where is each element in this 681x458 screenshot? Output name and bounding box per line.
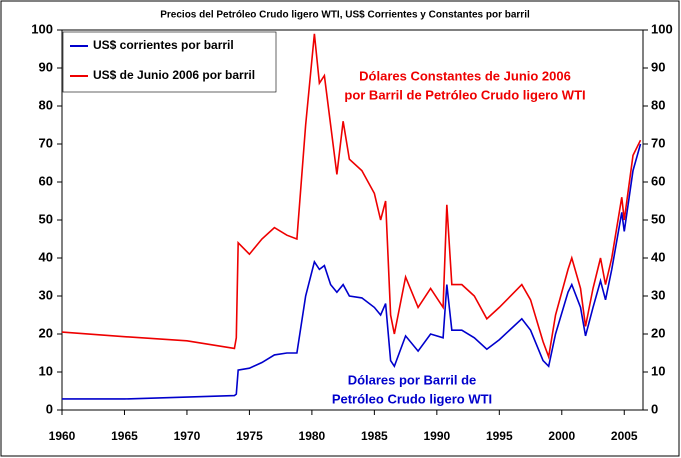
y-tick-label: 80 <box>39 97 53 112</box>
y-tick-label: 30 <box>39 287 53 302</box>
annotation: Petróleo Crudo ligero WTI <box>332 391 492 406</box>
annotation: Dólares Constantes de Junio 2006 <box>359 68 571 83</box>
y2-tick-label: 60 <box>651 173 665 188</box>
annotation: Dólares por Barril de <box>348 372 477 387</box>
chart-title: Precios del Petróleo Crudo ligero WTI, U… <box>160 10 530 21</box>
y2-tick-label: 30 <box>651 287 665 302</box>
legend-box <box>62 31 277 93</box>
x-tick-label: 1990 <box>423 429 450 443</box>
y-tick-label: 60 <box>39 173 53 188</box>
plot-frame <box>61 29 644 411</box>
y2-tick-label: 80 <box>651 97 665 112</box>
y2-tick-label: 0 <box>651 401 658 416</box>
x-tick-label: 1965 <box>111 429 138 443</box>
y-tick-label: 100 <box>31 21 53 36</box>
y2-tick-label: 70 <box>651 135 665 150</box>
legend-label: US$ de Junio 2006 por barril <box>93 68 255 82</box>
series-line <box>61 33 642 360</box>
x-tick-label: 1995 <box>486 429 513 443</box>
y2-tick-label: 90 <box>651 59 665 74</box>
series-line <box>62 143 642 400</box>
x-tick-label: 1980 <box>299 429 326 443</box>
y-tick-label: 0 <box>46 401 53 416</box>
y2-tick-label: 20 <box>651 325 665 340</box>
y-tick-label: 10 <box>39 363 53 378</box>
y2-tick-label: 40 <box>651 249 665 264</box>
x-tick-label: 2005 <box>611 429 638 443</box>
legend-label: US$ corrientes por barril <box>93 38 234 52</box>
y2-tick-label: 100 <box>651 21 673 36</box>
y-tick-label: 20 <box>39 325 53 340</box>
y-tick-label: 90 <box>39 59 53 74</box>
y2-tick-label: 10 <box>651 363 665 378</box>
y2-tick-label: 50 <box>651 211 665 226</box>
x-tick-label: 1970 <box>174 429 201 443</box>
x-tick-label: 2000 <box>548 429 575 443</box>
y-tick-label: 40 <box>39 249 53 264</box>
x-tick-label: 1985 <box>361 429 388 443</box>
y-tick-label: 50 <box>39 211 53 226</box>
x-tick-label: 1975 <box>236 429 263 443</box>
x-tick-label: 1960 <box>49 429 76 443</box>
annotation: por Barril de Petróleo Crudo ligero WTI <box>344 87 585 102</box>
y-tick-label: 70 <box>39 135 53 150</box>
